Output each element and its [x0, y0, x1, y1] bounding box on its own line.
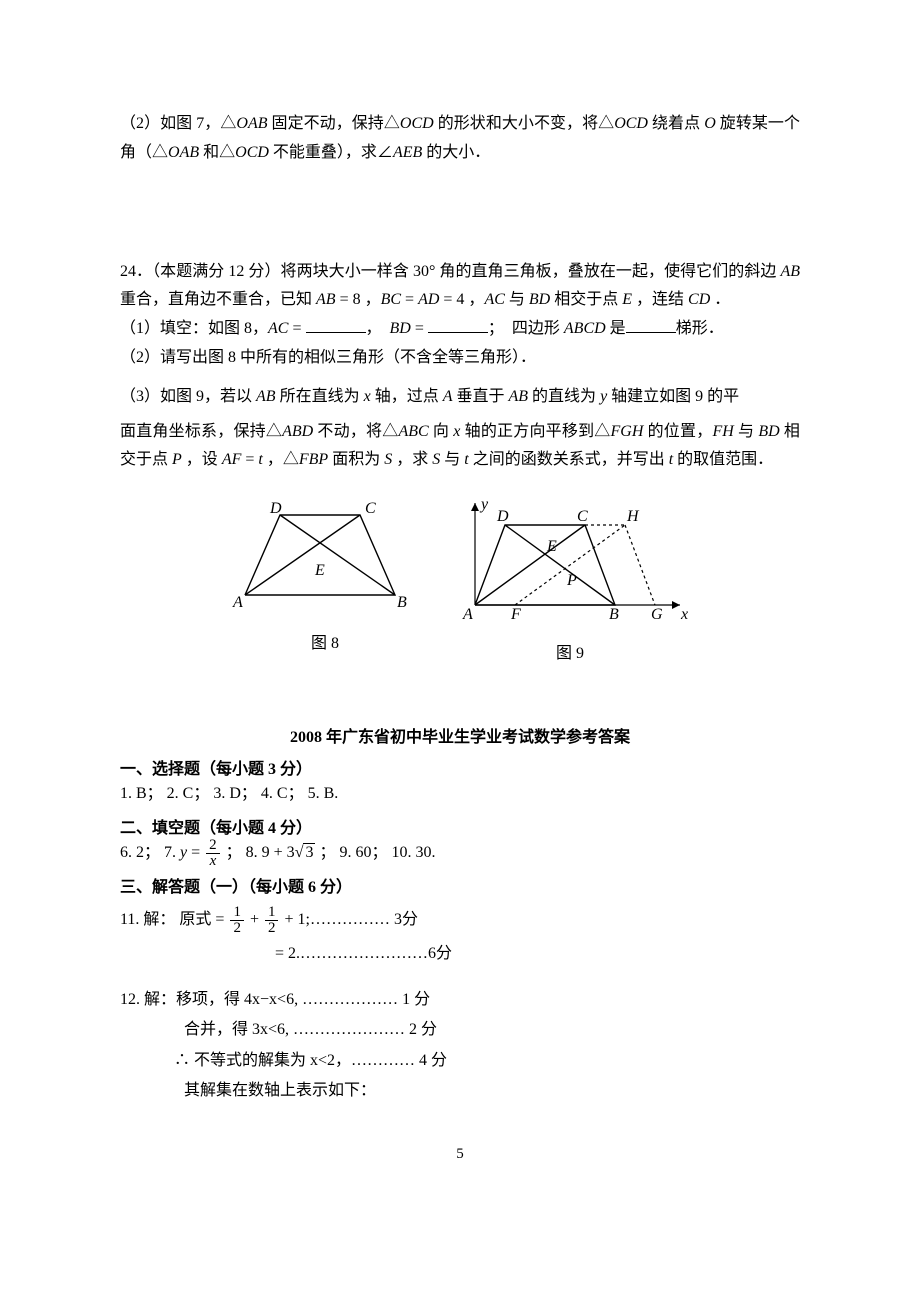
blank-ac: [306, 316, 366, 333]
sec2-prefix: 6. 2； 7.: [120, 844, 180, 861]
q23-part2: （2）如图 7，△OAB 固定不动，保持△OCD 的形状和大小不变，将△OCD …: [120, 110, 800, 168]
q12-l3: ∴ 不等式的解集为 x<2，………… 4 分: [120, 1046, 800, 1076]
figure-8-block: A B C D E 图 8: [225, 495, 425, 663]
q11-tail1: + 1;…………… 3分: [284, 911, 417, 928]
q24-part2: （2）请写出图 8 中所有的相似三角形（不含全等三角形）．: [120, 344, 800, 373]
frac-1-2-b: 12: [265, 905, 279, 936]
fig8-caption: 图 8: [225, 629, 425, 653]
sec2-head: 二、填空题（每小题 4 分）: [120, 814, 800, 838]
figure-9-block: A F B G x y D C H E P 图 9: [445, 495, 695, 663]
svg-text:A: A: [462, 606, 473, 623]
q24-part3-b: 面直角坐标系，保持△ABD 不动，将△ABC 向 x 轴的正方向平移到△FGH …: [120, 418, 800, 476]
blank-trap: [626, 316, 676, 333]
q12-l4: 其解集在数轴上表示如下：: [120, 1076, 800, 1106]
q24-intro: 24．（本题满分 12 分）将两块大小一样含 30° 角的直角三角板，叠放在一起…: [120, 258, 800, 316]
q12-label: 12. 解：: [120, 991, 176, 1008]
svg-text:P: P: [566, 572, 577, 589]
svg-text:D: D: [496, 508, 509, 525]
sec2-mid: ； 8. 9 + 3: [226, 844, 295, 861]
q12-l2: 合并，得 3x<6, ………………… 2 分: [120, 1015, 800, 1045]
svg-text:H: H: [626, 508, 640, 525]
sec1-line: 1. B； 2. C； 3. D； 4. C； 5. B.: [120, 779, 800, 809]
sqrt3: √3: [295, 838, 316, 868]
answers-title: 2008 年广东省初中毕业生学业考试数学参考答案: [120, 723, 800, 747]
svg-text:C: C: [577, 508, 588, 525]
svg-text:A: A: [232, 594, 243, 611]
svg-text:B: B: [397, 594, 407, 611]
svg-text:y: y: [479, 496, 489, 513]
q12-l1: 移项，得 4x−x<6, ……………… 1 分: [176, 991, 430, 1008]
sec1-head: 一、选择题（每小题 3 分）: [120, 755, 800, 779]
svg-text:D: D: [269, 500, 282, 517]
q11-line2: = 2.……………………6分: [275, 936, 800, 971]
figure-9-svg: A F B G x y D C H E P: [445, 495, 695, 630]
page-container: （2）如图 7，△OAB 固定不动，保持△OCD 的形状和大小不变，将△OCD …: [0, 0, 920, 1203]
spacer: [120, 168, 800, 258]
q12-block: 12. 解：移项，得 4x−x<6, ……………… 1 分: [120, 985, 800, 1015]
frac-2x: 2x: [206, 838, 220, 869]
q11-block: 11. 解： 原式 = 12 + 12 + 1;…………… 3分: [120, 905, 800, 936]
svg-text:B: B: [609, 606, 619, 623]
figure-8-svg: A B C D E: [225, 495, 425, 620]
svg-text:F: F: [510, 606, 521, 623]
svg-text:C: C: [365, 500, 376, 517]
q24-1-pre: （1）填空：如图 8，: [120, 320, 268, 337]
svg-text:G: G: [651, 606, 663, 623]
svg-text:E: E: [546, 538, 557, 555]
frac-1-2-a: 12: [230, 905, 244, 936]
q11-label: 11. 解： 原式: [120, 911, 215, 928]
svg-text:E: E: [314, 562, 325, 579]
sec2-tail: ； 9. 60； 10. 30.: [315, 844, 435, 861]
sec2-y: y: [180, 844, 187, 861]
sec3-head: 三、解答题（一）（每小题 6 分）: [120, 873, 800, 897]
page-number: 5: [120, 1146, 800, 1163]
blank-bd: [428, 316, 488, 333]
sec2-line: 6. 2； 7. y = 2x ； 8. 9 + 3√3 ； 9. 60； 10…: [120, 838, 800, 869]
fig9-caption: 图 9: [445, 639, 695, 663]
figure-row: A B C D E 图 8: [120, 495, 800, 663]
svg-text:x: x: [680, 606, 688, 623]
q24-part3-a: （3）如图 9，若以 AB 所在直线为 x 轴，过点 A 垂直于 AB 的直线为…: [120, 383, 800, 412]
q24-part1: （1）填空：如图 8，AC = ， BD = ； 四边形 ABCD 是梯形．: [120, 315, 800, 344]
